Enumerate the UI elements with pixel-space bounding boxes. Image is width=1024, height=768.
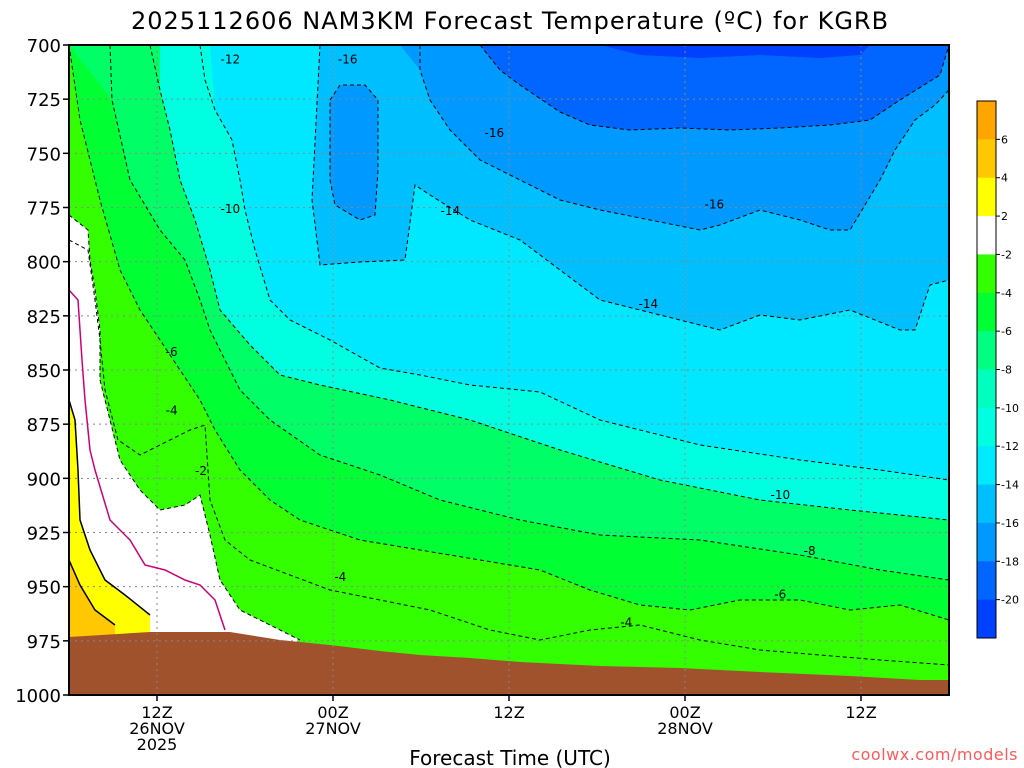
contour-label: -6: [774, 588, 786, 602]
colorbar-label: -20: [1001, 594, 1019, 607]
contour-labels: -12 -16 -16 -10 -14 -16 -14 -6 -4 -2 -10 -8 -4 -6 -4: [166, 52, 816, 630]
x-axis-label: Forecast Time (UTC): [409, 746, 611, 768]
chart-title: 2025112606 NAM3KM Forecast Temperature (…: [131, 7, 889, 35]
x-tick-label: 28NOV: [657, 719, 713, 738]
x-tick-label: 26NOV: [129, 719, 185, 738]
contour-label: -14: [639, 297, 659, 311]
y-tick-label: 825: [27, 307, 61, 328]
colorbar: 6 4 2 -2 -4 -6 -8 -10 -12 -14 -16 -18 -20: [976, 100, 1019, 639]
contour-minus4: [69, 239, 949, 666]
colorbar-label: 2: [1001, 210, 1008, 223]
credit-text: coolwx.com/models: [851, 745, 1018, 764]
contour-label: -4: [334, 570, 346, 584]
x-tick-label: 12Z: [845, 703, 876, 722]
contour-label: -14: [441, 204, 461, 218]
colorbar-swatch: [977, 599, 996, 639]
contour-zero: [69, 289, 226, 631]
colorbar-swatch: [977, 101, 996, 140]
y-tick-label: 775: [27, 199, 61, 220]
band-minus18-minus16-pocket: [330, 85, 378, 220]
contour-minus18: [479, 45, 949, 131]
band-below-minus20: [600, 45, 870, 58]
contour-label: -16: [338, 52, 358, 66]
contour-minus16: [419, 45, 949, 231]
colorbar-swatch: [977, 254, 996, 294]
colorbar-label: 6: [1001, 133, 1008, 146]
y-tick-label: 725: [27, 90, 61, 111]
contour-minus8: [109, 45, 949, 581]
y-tick-label: 875: [27, 415, 61, 436]
y-tick-label: 700: [27, 36, 61, 57]
contour-label: -12: [221, 52, 241, 66]
colorbar-swatch: [977, 331, 996, 370]
colorbar-swatch: [977, 484, 996, 524]
warm-contours: [69, 289, 226, 631]
colorbar-label: -4: [1001, 287, 1012, 300]
contour-minus6: [69, 45, 949, 621]
colorbar-label: -14: [1001, 479, 1019, 492]
x-tick-label: 2025: [137, 735, 178, 754]
band-minus12-minus10: [150, 45, 949, 520]
colorbar-swatch: [977, 561, 996, 601]
grid: [69, 45, 949, 695]
colorbar-swatch: [977, 292, 996, 332]
colorbar-swatch: [977, 407, 996, 447]
y-tick-label: 1000: [15, 686, 61, 707]
x-tick-label: 00Z: [317, 703, 348, 722]
band-minus6-minus4: [69, 45, 949, 620]
contour-minus12: [199, 45, 949, 481]
colorbar-label: -18: [1001, 555, 1019, 568]
contour-minus2: [69, 214, 301, 641]
band-minus2-plus2: [69, 215, 300, 650]
band-plus2-plus4: [69, 400, 150, 640]
band-minus4-minus2: [69, 45, 949, 695]
contour-label: -10: [771, 488, 791, 502]
contour-label: -6: [166, 345, 178, 359]
y-tick-label: 925: [27, 524, 61, 545]
y-tick-label: 750: [27, 144, 61, 165]
colorbar-swatch: [977, 216, 996, 255]
colorbar-label: -10: [1001, 402, 1019, 415]
contour-label: -8: [804, 544, 816, 558]
y-tick-label: 850: [27, 361, 61, 382]
y-tick-label: 800: [27, 253, 61, 274]
contour-label: -4: [620, 616, 632, 630]
colorbar-swatch: [977, 139, 996, 179]
contour-minus10: [149, 45, 949, 521]
colorbar-label: -6: [1001, 325, 1012, 338]
colorbar-label: -16: [1001, 517, 1019, 530]
y-tick-label: 900: [27, 469, 61, 490]
colorbar-swatch: [977, 177, 996, 217]
colorbar-label: -12: [1001, 440, 1019, 453]
contour-label: -2: [195, 464, 207, 478]
colorbar-swatch: [977, 522, 996, 562]
contour-label: -4: [166, 403, 178, 417]
colorbar-label: -8: [1001, 364, 1012, 377]
contour-minus16-pocket: [329, 84, 379, 221]
colorbar-label: -2: [1001, 248, 1012, 261]
contour-minus14: [311, 45, 949, 331]
contour-label: -10: [221, 202, 241, 216]
x-tick-label: 12Z: [141, 703, 172, 722]
contour-plus2: [69, 399, 151, 616]
x-tick-label: 12Z: [493, 703, 524, 722]
y-tick-label: 950: [27, 578, 61, 599]
band-plus4-plus6: [69, 560, 115, 640]
colorbar-swatch: [977, 369, 996, 409]
contour-plus4: [69, 559, 116, 626]
plot-area: -12 -16 -16 -10 -14 -16 -14 -6 -4 -2 -10 -8 -4 -6 -4: [69, 45, 949, 695]
colorbar-label: 4: [1001, 172, 1008, 185]
x-tick-label: 27NOV: [305, 719, 361, 738]
y-tick-label: 975: [27, 632, 61, 653]
contour-label: -16: [705, 198, 725, 212]
contour-lines: [69, 45, 949, 666]
contour-label: -16: [485, 126, 505, 140]
x-tick-label: 00Z: [669, 703, 700, 722]
colorbar-swatch: [977, 446, 996, 486]
band-minus20-minus18: [480, 45, 949, 130]
y-axis: 700 725 750 775 800 825 850 875 900 925 950 975 1000: [15, 36, 69, 707]
